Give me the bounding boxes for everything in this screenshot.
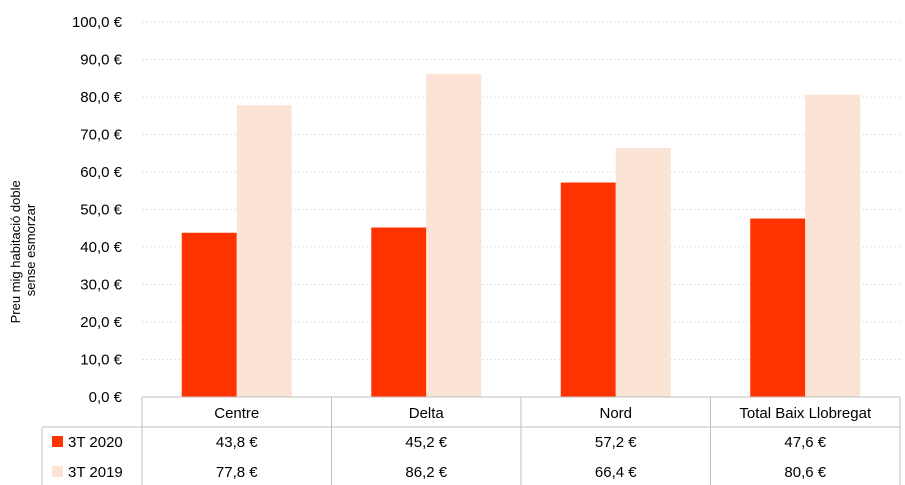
x-tick-label: Nord bbox=[599, 405, 632, 422]
data-label: 66,4 € bbox=[595, 464, 637, 481]
data-label: 80,6 € bbox=[784, 464, 826, 481]
legend-swatch bbox=[52, 466, 63, 477]
y-tick-label: 0,0 € bbox=[89, 389, 123, 406]
data-label: 77,8 € bbox=[216, 464, 258, 481]
y-axis-label: Preu mig habitació doble sense esmorzar bbox=[8, 177, 38, 324]
y-tick-label: 50,0 € bbox=[80, 202, 122, 219]
legend-label: 3T 2019 bbox=[68, 464, 123, 481]
bar-series-2 bbox=[615, 148, 671, 397]
y-tick-label: 100,0 € bbox=[72, 14, 123, 31]
y-tick-label: 80,0 € bbox=[80, 89, 122, 106]
bar-series-2 bbox=[236, 105, 292, 397]
legend-label: 3T 2020 bbox=[68, 434, 123, 451]
data-label: 43,8 € bbox=[216, 434, 258, 451]
data-table: Centre Delta Nord Total Baix Llobregat 3T 20… bbox=[41, 396, 901, 485]
bars bbox=[181, 73, 861, 397]
data-label: 45,2 € bbox=[405, 434, 447, 451]
bar-series-2 bbox=[805, 94, 861, 397]
bar-series-2 bbox=[426, 73, 482, 397]
y-tick-label: 90,0 € bbox=[80, 52, 122, 69]
y-tick-label: 20,0 € bbox=[80, 314, 122, 331]
bar-series-1 bbox=[371, 227, 427, 397]
data-label: 86,2 € bbox=[405, 464, 447, 481]
bar-series-1 bbox=[560, 182, 616, 397]
bar-series-1 bbox=[181, 232, 237, 397]
y-tick-label: 70,0 € bbox=[80, 127, 122, 144]
y-tick-label: 60,0 € bbox=[80, 164, 122, 181]
x-tick-label: Delta bbox=[409, 405, 445, 422]
x-tick-label: Centre bbox=[214, 405, 259, 422]
bar-series-1 bbox=[750, 218, 806, 397]
legend-swatch bbox=[52, 436, 63, 447]
data-label: 57,2 € bbox=[595, 434, 637, 451]
y-axis-label-line-2: sense esmorzar bbox=[23, 203, 38, 296]
y-axis-label-line-1: Preu mig habitació doble bbox=[8, 180, 23, 323]
x-tick-label: Total Baix Llobregat bbox=[739, 405, 872, 422]
y-tick-label: 30,0 € bbox=[80, 277, 122, 294]
y-tick-label: 10,0 € bbox=[80, 352, 122, 369]
data-label: 47,6 € bbox=[784, 434, 826, 451]
y-axis-ticks: 0,0 € 10,0 € 20,0 € 30,0 € 40,0 € 50,0 € 60,0 … bbox=[72, 14, 123, 406]
y-tick-label: 40,0 € bbox=[80, 239, 122, 256]
